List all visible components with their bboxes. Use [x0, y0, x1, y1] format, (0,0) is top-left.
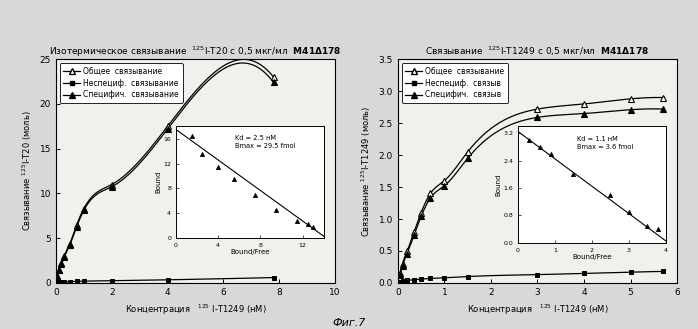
X-axis label: Концентрация   $^{125}$ I-T1249 (нМ): Концентрация $^{125}$ I-T1249 (нМ) [467, 302, 608, 317]
Legend: Общее  связывание, Неспециф.  связывание, Специфич.  связывание: Общее связывание, Неспециф. связывание, … [59, 63, 183, 103]
X-axis label: Концентрация   $^{125}$ I-T1249 (нМ): Концентрация $^{125}$ I-T1249 (нМ) [125, 302, 266, 317]
Y-axis label: Связывание $^{125}$I-T20 (моль): Связывание $^{125}$I-T20 (моль) [20, 111, 34, 231]
Title: Связывание  $^{125}$I-T1249 с 0,5 мкг/мл  $\mathbf{М41Δ178}$: Связывание $^{125}$I-T1249 с 0,5 мкг/мл … [425, 45, 650, 58]
Title: Изотермическое связывание  $^{125}$I-T20 с 0,5 мкг/мл  $\mathbf{М41Δ178}$: Изотермическое связывание $^{125}$I-T20 … [49, 45, 342, 59]
Y-axis label: Связывание $^{125}$I-T1249 (моль): Связывание $^{125}$I-T1249 (моль) [359, 105, 373, 237]
Legend: Общее  связывание, Неспециф.  связыв, Специфич.  связыв: Общее связывание, Неспециф. связыв, Спец… [401, 63, 508, 103]
Text: Фиг.7: Фиг.7 [332, 318, 366, 328]
